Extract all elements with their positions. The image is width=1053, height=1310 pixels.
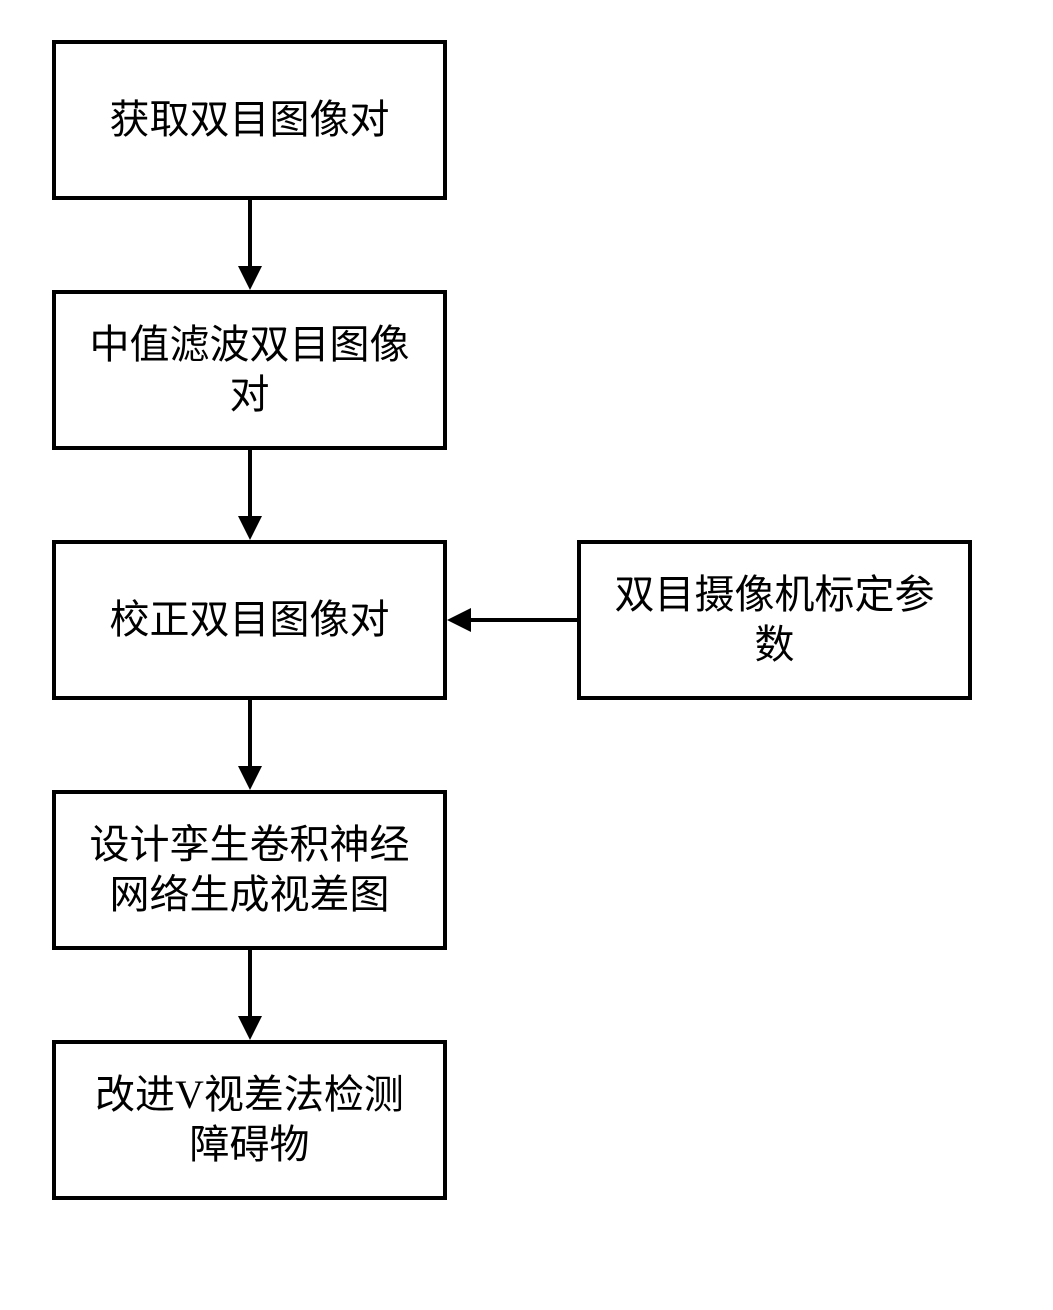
flowchart-node-v-disparity: 改进V视差法检测障碍物	[52, 1040, 447, 1200]
node-label: 双目摄像机标定参数	[605, 570, 944, 670]
node-label: 设计孪生卷积神经网络生成视差图	[80, 820, 419, 920]
node-label: 校正双目图像对	[110, 595, 390, 645]
arrow-icon	[230, 200, 270, 290]
node-label: 中值滤波双目图像对	[80, 320, 419, 420]
flowchart-node-siamese-cnn: 设计孪生卷积神经网络生成视差图	[52, 790, 447, 950]
node-label: 改进V视差法检测障碍物	[80, 1070, 419, 1170]
arrow-icon	[230, 450, 270, 540]
node-label: 获取双目图像对	[110, 95, 390, 145]
arrow-icon	[230, 950, 270, 1040]
flowchart-node-rectify: 校正双目图像对	[52, 540, 447, 700]
flowchart-node-calibration-params: 双目摄像机标定参数	[577, 540, 972, 700]
arrow-icon	[447, 600, 577, 640]
flowchart-node-median-filter: 中值滤波双目图像对	[52, 290, 447, 450]
arrow-icon	[230, 700, 270, 790]
flowchart-node-acquire: 获取双目图像对	[52, 40, 447, 200]
flowchart: 获取双目图像对 中值滤波双目图像对 校正双目图像对 双目摄像机标定参数 设计孪生…	[0, 0, 1053, 1310]
